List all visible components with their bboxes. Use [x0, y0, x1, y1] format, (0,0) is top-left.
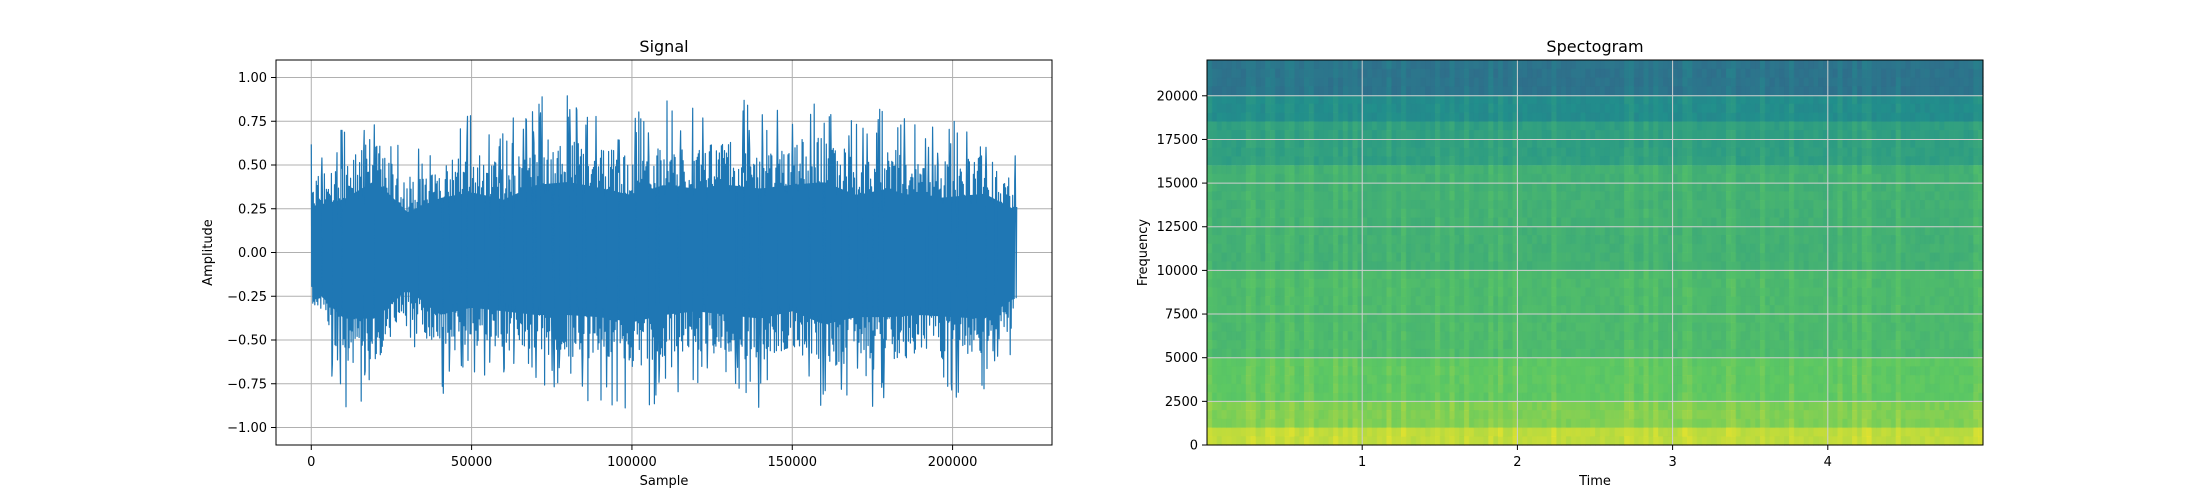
y-tick-label: 15000	[1157, 177, 1198, 192]
spectrogram-plot-frame	[1206, 59, 1984, 446]
x-tick-label: 2	[1513, 455, 1521, 470]
y-tick-label: 20000	[1157, 89, 1198, 104]
x-tick-label: 4	[1824, 455, 1832, 470]
y-tick-label: 5000	[1165, 351, 1198, 366]
x-tick-label: 3	[1668, 455, 1676, 470]
spectrogram-y-axis-label: Frequency	[1136, 219, 1151, 286]
x-tick-label: 0	[307, 455, 315, 470]
spectrogram-grid	[1207, 60, 1983, 446]
signal-y-axis-label: Amplitude	[201, 219, 216, 286]
y-tick-label: −0.50	[227, 334, 267, 349]
signal-title: Signal	[639, 37, 688, 56]
y-tick-label: −1.00	[227, 421, 267, 436]
y-tick-label: 2500	[1165, 395, 1198, 410]
y-tick-label: 7500	[1165, 308, 1198, 323]
x-tick-label: 200000	[928, 455, 978, 470]
y-tick-label: 1.00	[238, 71, 267, 86]
y-tick-label: 17500	[1157, 133, 1198, 148]
y-tick-label: 12500	[1157, 220, 1198, 235]
x-tick-label: 1	[1358, 455, 1366, 470]
spectrogram-texture	[1207, 60, 1984, 446]
y-tick-label: −0.25	[227, 290, 267, 305]
signal-panel: Signal 0 50000 100000 150000 200000 −1.00 −0.…	[201, 37, 1053, 489]
spectrogram-x-axis-label: Time	[1578, 474, 1611, 489]
x-tick-label: 50000	[451, 455, 492, 470]
signal-y-axis: −1.00 −0.75 −0.50 −0.25 0.00 0.25 0.50 0.75 1.00	[227, 71, 276, 436]
signal-x-axis-label: Sample	[640, 474, 689, 489]
y-tick-label: 0.75	[238, 115, 267, 130]
y-tick-label: 0	[1190, 439, 1198, 454]
spectrogram-title: Spectogram	[1546, 37, 1643, 56]
y-tick-label: 0.00	[238, 246, 267, 261]
signal-line	[310, 95, 1018, 409]
y-tick-label: −0.75	[227, 377, 267, 392]
y-tick-label: 0.25	[238, 202, 267, 217]
spectrogram-panel: Spectogram 1 2 3 4 0 2500 5000 7500 10000 12500 1…	[1136, 37, 1984, 489]
signal-x-axis: 0 50000 100000 150000 200000	[307, 445, 977, 470]
signal-waveform	[310, 95, 1018, 409]
spectrogram-x-axis: 1 2 3 4	[1358, 445, 1832, 470]
x-tick-label: 100000	[607, 455, 657, 470]
spectrogram-heatmap	[1207, 60, 1984, 446]
y-tick-label: 0.50	[238, 159, 267, 174]
spectrogram-y-axis: 0 2500 5000 7500 10000 12500 15000 17500 20000	[1157, 89, 1207, 454]
y-tick-label: 10000	[1157, 264, 1198, 279]
x-tick-label: 150000	[767, 455, 817, 470]
